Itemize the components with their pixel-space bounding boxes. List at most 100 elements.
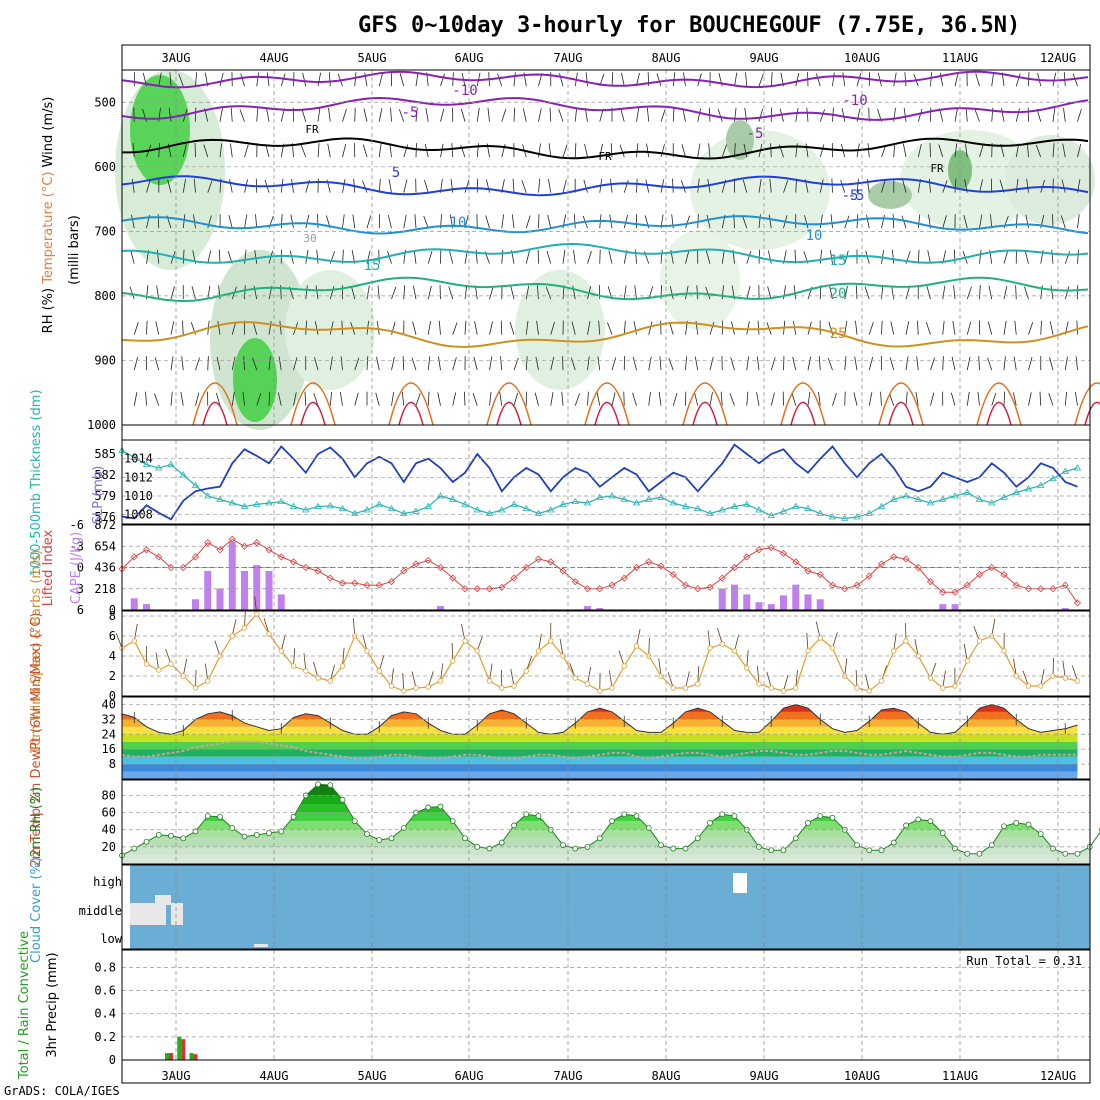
- isotherm-low: [496, 401, 522, 426]
- contour-label: 10: [806, 228, 823, 244]
- wind-barb: [979, 144, 984, 158]
- lifted-point: [1037, 585, 1045, 593]
- wind-barb: [939, 72, 944, 87]
- lifted-point: [681, 581, 690, 589]
- isotherm-low: [986, 401, 1012, 426]
- wind-barb: [548, 143, 552, 158]
- wind-barb: [279, 320, 282, 335]
- wind-barb-10m: [667, 672, 674, 689]
- wind-barb: [550, 321, 555, 335]
- wind-barb: [746, 356, 750, 371]
- thickness-point: [632, 499, 641, 506]
- cloud-tick: middle: [79, 904, 122, 918]
- wind-barb-10m: [734, 634, 740, 652]
- wind-barb: [413, 249, 417, 264]
- wind-barb: [925, 322, 931, 335]
- wind-barb: [412, 285, 417, 300]
- wind-tick: 6: [109, 629, 116, 643]
- wind-barb: [844, 356, 847, 371]
- lifted-point: [767, 544, 775, 552]
- thickness-point: [547, 506, 555, 513]
- wind-barb: [476, 107, 480, 122]
- wind-barb: [938, 144, 944, 158]
- wind-point: [707, 645, 713, 651]
- slp-line: [121, 443, 1078, 521]
- wind-barb: [513, 392, 519, 406]
- thickness-tick: 579: [94, 489, 116, 503]
- wind-barb: [917, 214, 921, 229]
- wind-barb: [510, 285, 515, 300]
- wind-barb: [1076, 320, 1078, 335]
- cape-bar: [204, 571, 212, 610]
- wind-barb: [623, 180, 629, 193]
- wind-barb: [770, 72, 773, 87]
- rh-point: [988, 842, 995, 849]
- rh-tick: 60: [102, 806, 116, 820]
- thickness-point: [669, 499, 677, 506]
- cape-bar: [731, 584, 738, 610]
- wind-point: [940, 685, 946, 691]
- wind-barb: [783, 285, 786, 300]
- wind-barb: [1064, 391, 1068, 406]
- rh-point: [278, 828, 285, 835]
- cape-bar: [241, 571, 248, 610]
- wind-barb: [1077, 214, 1080, 229]
- wind-barb: [611, 72, 614, 87]
- precip-tick: 0: [109, 1053, 116, 1067]
- wind-barb: [619, 144, 625, 158]
- wind-barb: [403, 214, 407, 229]
- wind-point: [1025, 683, 1032, 689]
- cape-tick: 436: [94, 561, 116, 575]
- wind-barb: [795, 178, 797, 193]
- wind-barb: [463, 391, 466, 406]
- wind-barb: [758, 178, 762, 193]
- lifted-point: [559, 567, 567, 575]
- thickness-point: [363, 506, 371, 513]
- wind-barb: [156, 249, 160, 264]
- lifted-point: [191, 553, 200, 561]
- thickness-point: [1037, 481, 1045, 488]
- wind-barb: [767, 286, 772, 300]
- wind-barb: [1051, 249, 1054, 264]
- isotherm-low: [388, 382, 434, 426]
- rh-point: [339, 796, 346, 803]
- wind-point: [192, 685, 199, 691]
- wind-barb: [804, 215, 809, 229]
- wind-barb-10m: [263, 618, 270, 635]
- wind-barb: [375, 392, 380, 406]
- wind-barb: [991, 393, 997, 406]
- wind-barb: [917, 249, 920, 264]
- thickness-point: [485, 509, 494, 516]
- cloud-ylabel-part: Cloud Cover (%): [29, 857, 44, 963]
- thickness-point: [1000, 493, 1008, 500]
- thickness-point: [240, 502, 249, 509]
- isotherm-low: [682, 382, 728, 426]
- temp-band: [122, 711, 1078, 720]
- lifted-point: [963, 581, 971, 589]
- pressure-ylabel: (milli bars): [67, 215, 82, 285]
- cape-bar: [228, 541, 236, 610]
- wind-barb: [193, 178, 196, 193]
- temp-band: [122, 704, 1078, 712]
- wind-barb: [574, 107, 578, 122]
- wind-barb: [170, 321, 175, 335]
- lifted-point: [412, 560, 420, 568]
- wind-barb: [770, 392, 775, 406]
- wind-point: [474, 648, 480, 654]
- isotherm-low: [790, 401, 816, 426]
- wind-barb: [608, 250, 613, 264]
- wind-barb: [231, 321, 237, 335]
- wind-barb: [756, 392, 760, 406]
- wind-barb: [521, 180, 527, 193]
- wind-barb: [244, 285, 246, 300]
- wind-barb: [243, 356, 245, 371]
- wind-barb: [632, 392, 637, 406]
- lifted-point: [755, 546, 763, 554]
- lifted-tick: -6: [70, 518, 84, 532]
- wind-point: [695, 681, 701, 687]
- wind-barb: [706, 214, 711, 229]
- wind-barb: [954, 72, 959, 87]
- wind-point: [829, 645, 836, 651]
- wind-barb-10m: [538, 633, 542, 652]
- temp-band: [122, 734, 1078, 742]
